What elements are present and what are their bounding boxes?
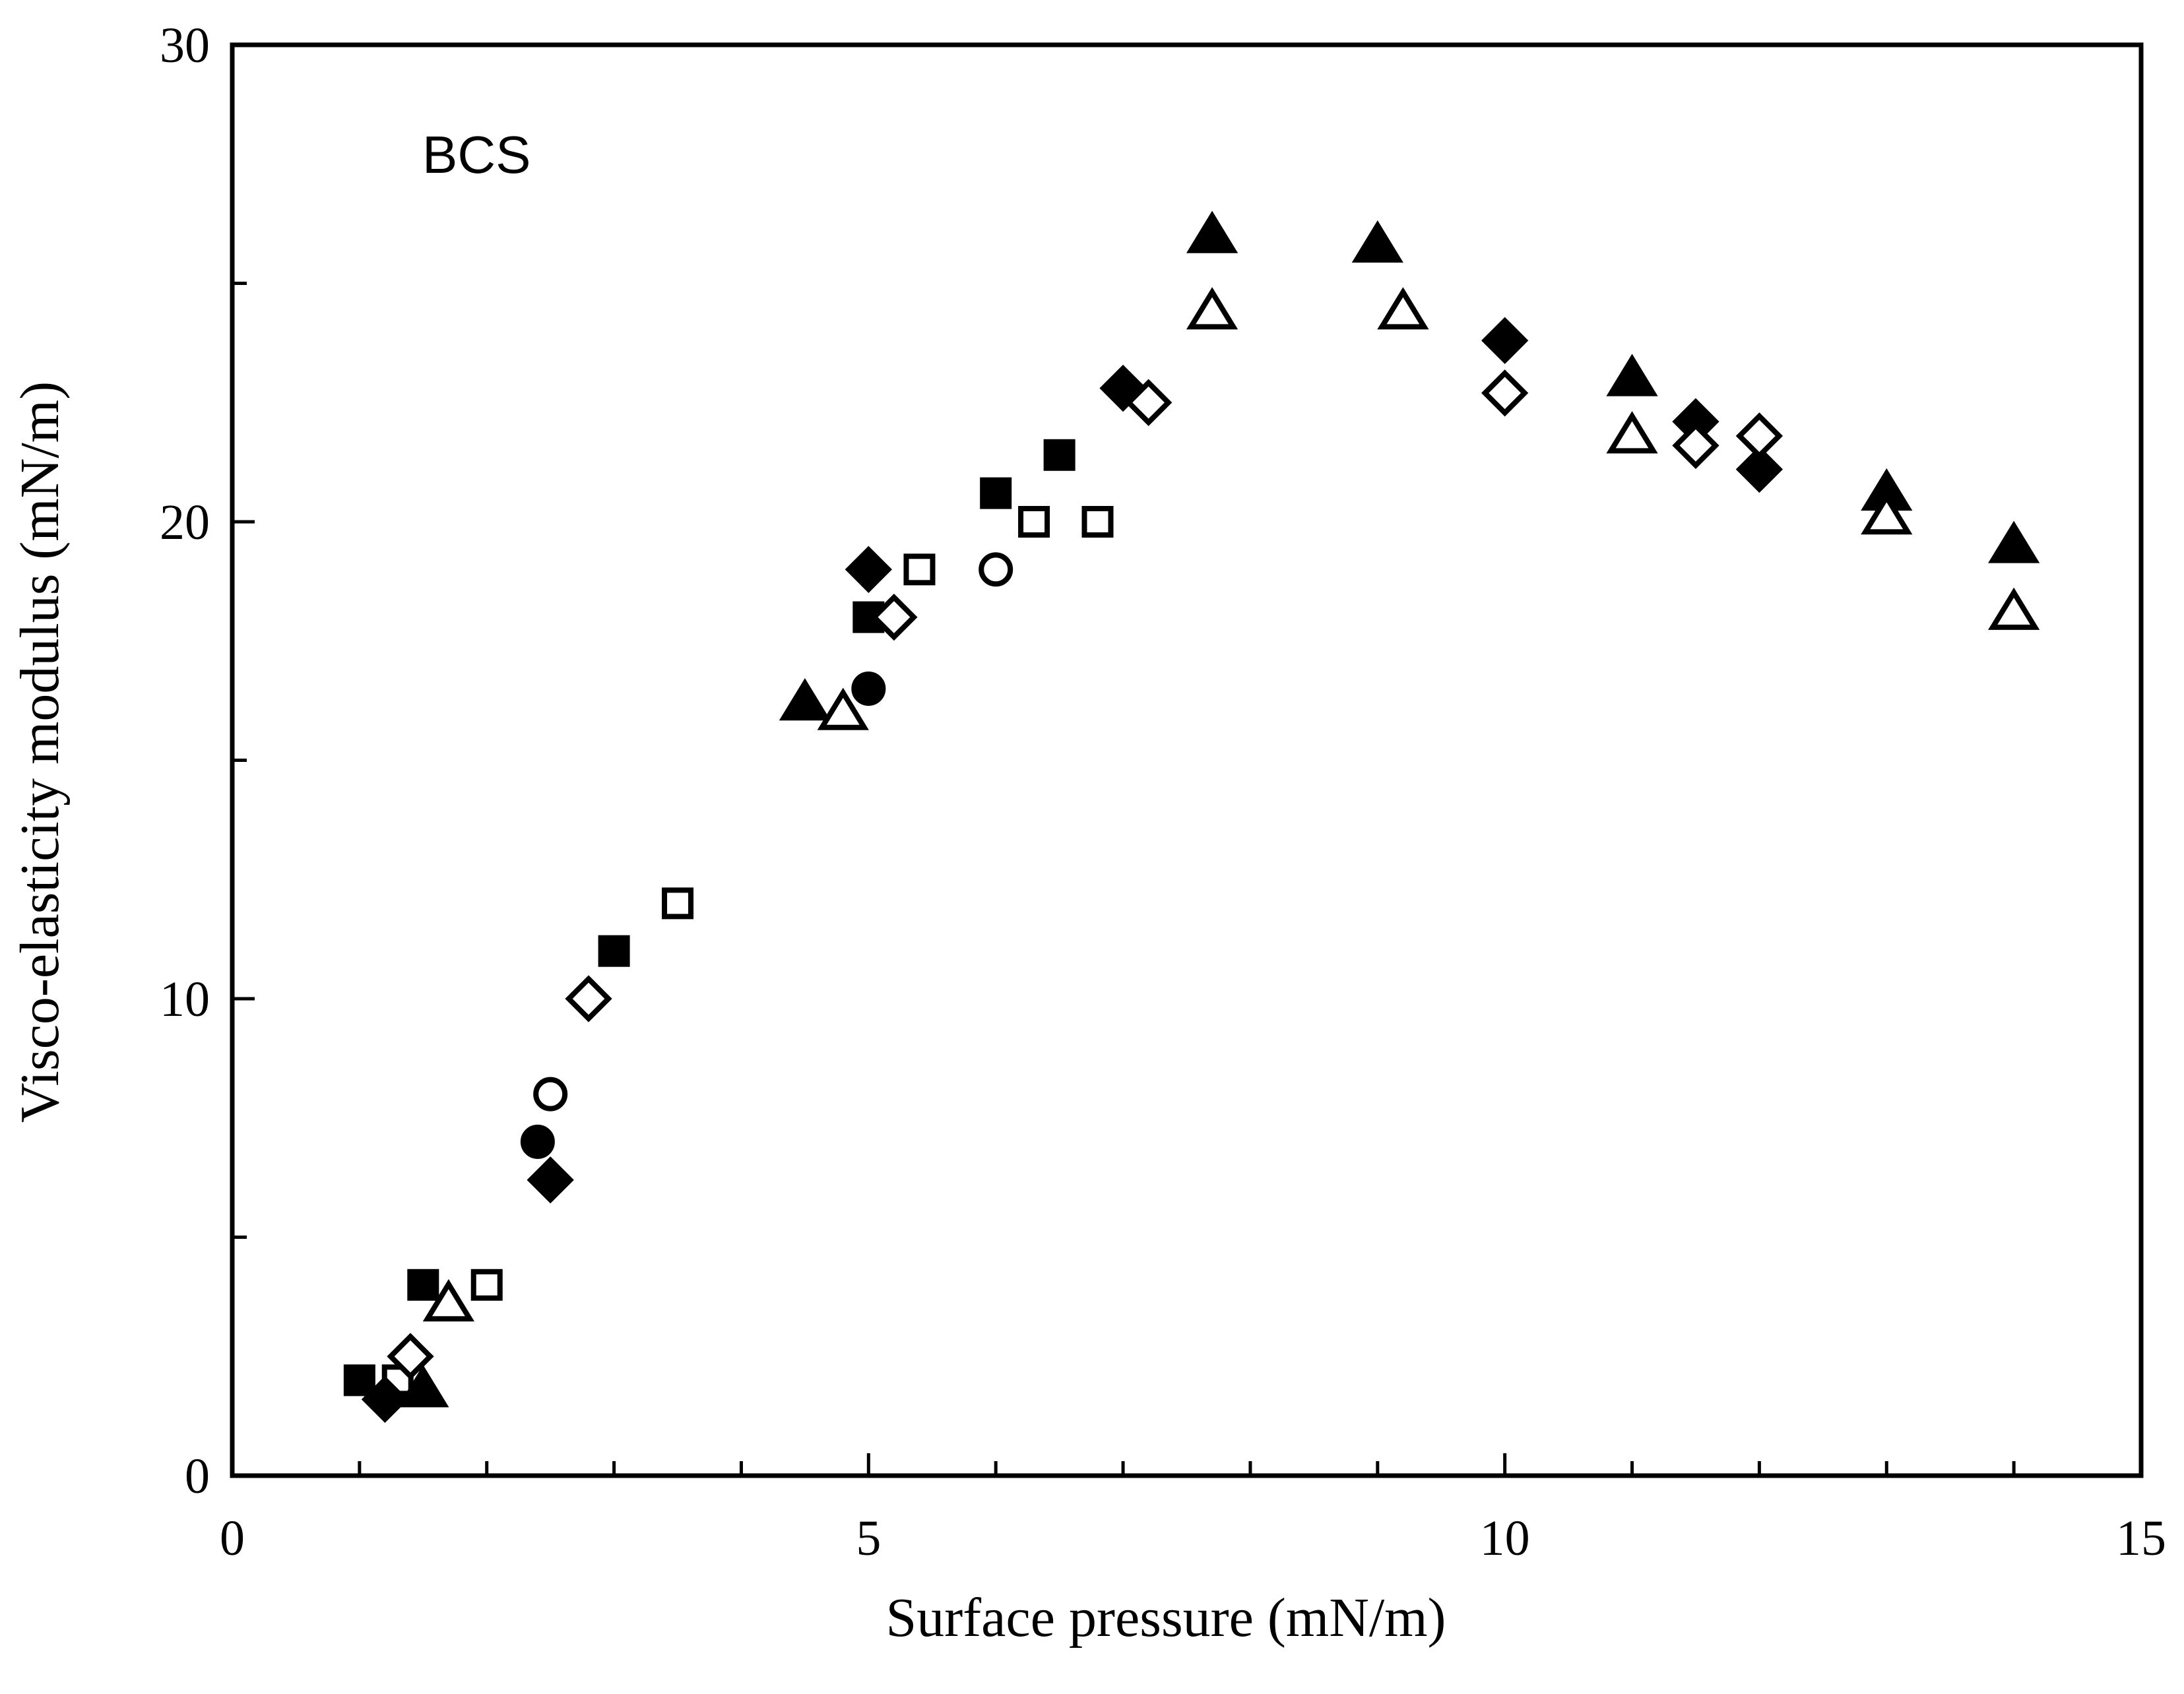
- open-square-point: [662, 887, 694, 920]
- open-diamond-point: [1124, 379, 1172, 426]
- ticks: [230, 43, 2143, 1478]
- filled-triangle-point: [397, 1365, 449, 1408]
- axes: [230, 42, 2144, 1478]
- filled-square-point: [598, 935, 630, 967]
- open-diamond-point: [1672, 422, 1719, 469]
- filled-square-point: [343, 1364, 375, 1396]
- open-triangle-point: [1377, 287, 1429, 330]
- open-triangle-point: [422, 1279, 474, 1322]
- x-axis-title: Surface pressure (mN/m): [885, 1587, 1446, 1648]
- open-square-point: [1081, 506, 1114, 538]
- filled-diamond-point: [527, 1156, 574, 1204]
- filled-circle-point: [851, 672, 886, 706]
- open-diamond-point: [870, 593, 918, 641]
- open-diamond-point: [1735, 412, 1783, 460]
- filled-triangle-point: [1988, 520, 2040, 563]
- filled-triangle-point: [1351, 220, 1403, 263]
- x-tick-label: 10: [1480, 1511, 1530, 1566]
- open-triangle-point: [1861, 492, 1913, 535]
- y-axis-title: Visco-elasticity modulus (mN/m): [9, 381, 71, 1123]
- open-diamond-point: [1481, 369, 1529, 417]
- open-triangle-point: [1606, 411, 1658, 454]
- filled-triangle-point: [1606, 354, 1658, 396]
- x-tick-label: 0: [220, 1511, 245, 1566]
- chart-annotation: BCS: [422, 125, 531, 184]
- open-circle-point: [979, 552, 1013, 587]
- open-circle-point: [533, 1077, 568, 1112]
- filled-square-point: [980, 477, 1012, 509]
- open-triangle-point: [817, 687, 869, 730]
- filled-diamond-point: [1481, 317, 1529, 364]
- filled-triangle-point: [779, 678, 831, 721]
- tick-labels: 0 5 10 15 0 10 20 30: [160, 18, 2166, 1566]
- open-square-point: [1018, 506, 1050, 538]
- open-diamond-point: [565, 975, 612, 1022]
- filled-diamond-point: [1735, 445, 1783, 493]
- plot-frame: [230, 42, 2144, 1478]
- open-triangle-point: [1186, 287, 1238, 330]
- data-markers: [343, 210, 2040, 1423]
- open-triangle-point: [1988, 587, 2040, 630]
- filled-diamond-point: [845, 546, 892, 593]
- y-tick-label: 0: [185, 1449, 210, 1504]
- filled-circle-point: [520, 1124, 555, 1159]
- y-tick-label: 20: [160, 495, 210, 550]
- filled-diamond-point: [361, 1375, 409, 1423]
- open-square-point: [470, 1269, 503, 1301]
- y-tick-label: 30: [160, 18, 210, 73]
- open-square-point: [903, 553, 936, 586]
- filled-triangle-point: [1186, 210, 1238, 253]
- y-tick-label: 10: [160, 972, 210, 1027]
- x-tick-label: 15: [2116, 1511, 2166, 1566]
- filled-square-point: [407, 1269, 439, 1301]
- x-tick-label: 5: [856, 1511, 881, 1566]
- open-diamond-point: [387, 1333, 434, 1380]
- filled-square-point: [1043, 439, 1076, 471]
